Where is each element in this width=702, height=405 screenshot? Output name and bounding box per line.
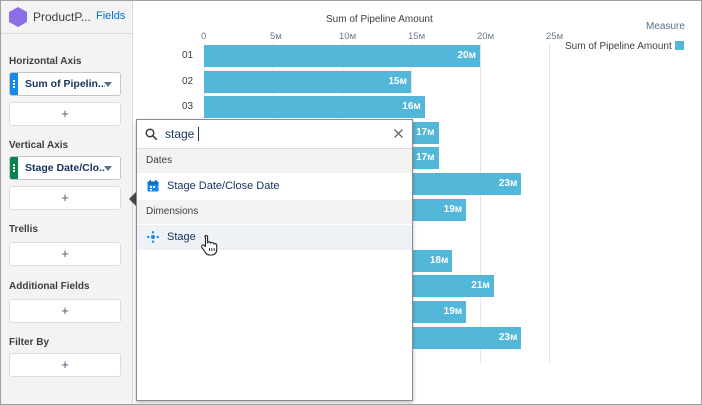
group-header-dimensions: Dimensions bbox=[137, 200, 412, 224]
dimension-drag-handle-icon[interactable] bbox=[10, 157, 18, 179]
bar-value-label: 20м bbox=[457, 50, 476, 61]
search-icon bbox=[145, 128, 157, 140]
measure-drag-handle-icon[interactable] bbox=[10, 73, 18, 95]
add-filter-button[interactable]: + bbox=[9, 353, 121, 377]
gridline bbox=[549, 43, 550, 363]
chevron-down-icon[interactable] bbox=[104, 166, 112, 171]
bar-value-label: 19м bbox=[443, 203, 463, 215]
field-search-popover: Dates Stage Date/Close Date Dimensions bbox=[136, 119, 413, 401]
x-tick-label: 20м bbox=[477, 31, 495, 42]
bar-value-label: 23м bbox=[498, 178, 518, 189]
additional-fields-label: Additional Fields bbox=[9, 281, 90, 292]
left-panel: ProductP... Fields Horizontal Axis Sum o… bbox=[1, 1, 133, 404]
dataset-header: ProductP... Fields bbox=[1, 1, 133, 34]
bar[interactable]: 20м bbox=[204, 45, 480, 67]
bar-value-label: 17м bbox=[416, 152, 435, 164]
y-tick-label: 03 bbox=[182, 101, 194, 113]
option-stage[interactable]: Stage bbox=[137, 225, 412, 250]
horizontal-axis-pill[interactable]: Sum of Pipelin... bbox=[9, 72, 121, 96]
gridline bbox=[480, 43, 481, 363]
chevron-down-icon[interactable] bbox=[104, 82, 112, 87]
add-trellis-button[interactable]: + bbox=[9, 242, 121, 266]
popover-pointer bbox=[129, 191, 137, 207]
bar-value-label: 23м bbox=[498, 331, 518, 343]
legend-entry[interactable]: Sum of Pipeline Amount bbox=[565, 41, 672, 52]
horizontal-axis-value: Sum of Pipelin... bbox=[25, 78, 105, 90]
group-header-dates: Dates bbox=[137, 149, 412, 173]
dataset-name[interactable]: ProductP... bbox=[33, 10, 91, 24]
bar-value-label: 19м bbox=[443, 306, 463, 317]
add-vertical-axis-button[interactable]: + bbox=[9, 186, 121, 210]
chart-title: Sum of Pipeline Amount bbox=[326, 14, 433, 25]
x-tick-label: 10м bbox=[339, 31, 357, 42]
text-cursor bbox=[198, 127, 199, 141]
option-label: Stage bbox=[167, 231, 196, 243]
legend-title: Measure bbox=[646, 21, 685, 32]
bar-value-label: 15м bbox=[388, 75, 407, 87]
bar-value-label: 17м bbox=[416, 126, 435, 138]
calendar-icon bbox=[147, 180, 159, 192]
bar[interactable]: 15м bbox=[204, 70, 411, 93]
dimension-icon bbox=[147, 231, 159, 243]
y-tick-label: 01 bbox=[182, 50, 194, 61]
bar-value-label: 18м bbox=[429, 254, 449, 266]
x-tick-label: 25м bbox=[546, 31, 564, 42]
horizontal-axis-label: Horizontal Axis bbox=[9, 56, 82, 67]
y-tick-label: 02 bbox=[182, 75, 194, 87]
search-row bbox=[137, 120, 412, 149]
close-icon[interactable] bbox=[393, 128, 404, 139]
trellis-label: Trellis bbox=[9, 224, 38, 235]
bar-value-label: 21м bbox=[471, 280, 490, 292]
x-tick-label: 0 bbox=[201, 31, 207, 42]
fields-link[interactable]: Fields bbox=[96, 10, 126, 22]
dataset-icon bbox=[9, 7, 27, 27]
add-additional-field-button[interactable]: + bbox=[9, 299, 121, 323]
bar[interactable]: 16м bbox=[204, 96, 425, 119]
search-input[interactable] bbox=[165, 125, 385, 143]
hand-cursor-icon bbox=[201, 234, 218, 256]
add-horizontal-axis-button[interactable]: + bbox=[9, 102, 121, 126]
vertical-axis-label: Vertical Axis bbox=[9, 140, 69, 151]
x-tick-label: 5м bbox=[270, 31, 282, 42]
x-tick-label: 15м bbox=[408, 31, 426, 42]
option-label: Stage Date/Close Date bbox=[167, 180, 280, 192]
option-stage-date-close-date[interactable]: Stage Date/Close Date bbox=[137, 174, 412, 199]
bar-value-label: 16м bbox=[402, 101, 421, 113]
vertical-axis-value: Stage Date/Clo... bbox=[25, 162, 105, 174]
vertical-axis-pill[interactable]: Stage Date/Clo... bbox=[9, 156, 121, 180]
filter-by-label: Filter By bbox=[9, 337, 50, 348]
legend-swatch bbox=[675, 41, 684, 50]
